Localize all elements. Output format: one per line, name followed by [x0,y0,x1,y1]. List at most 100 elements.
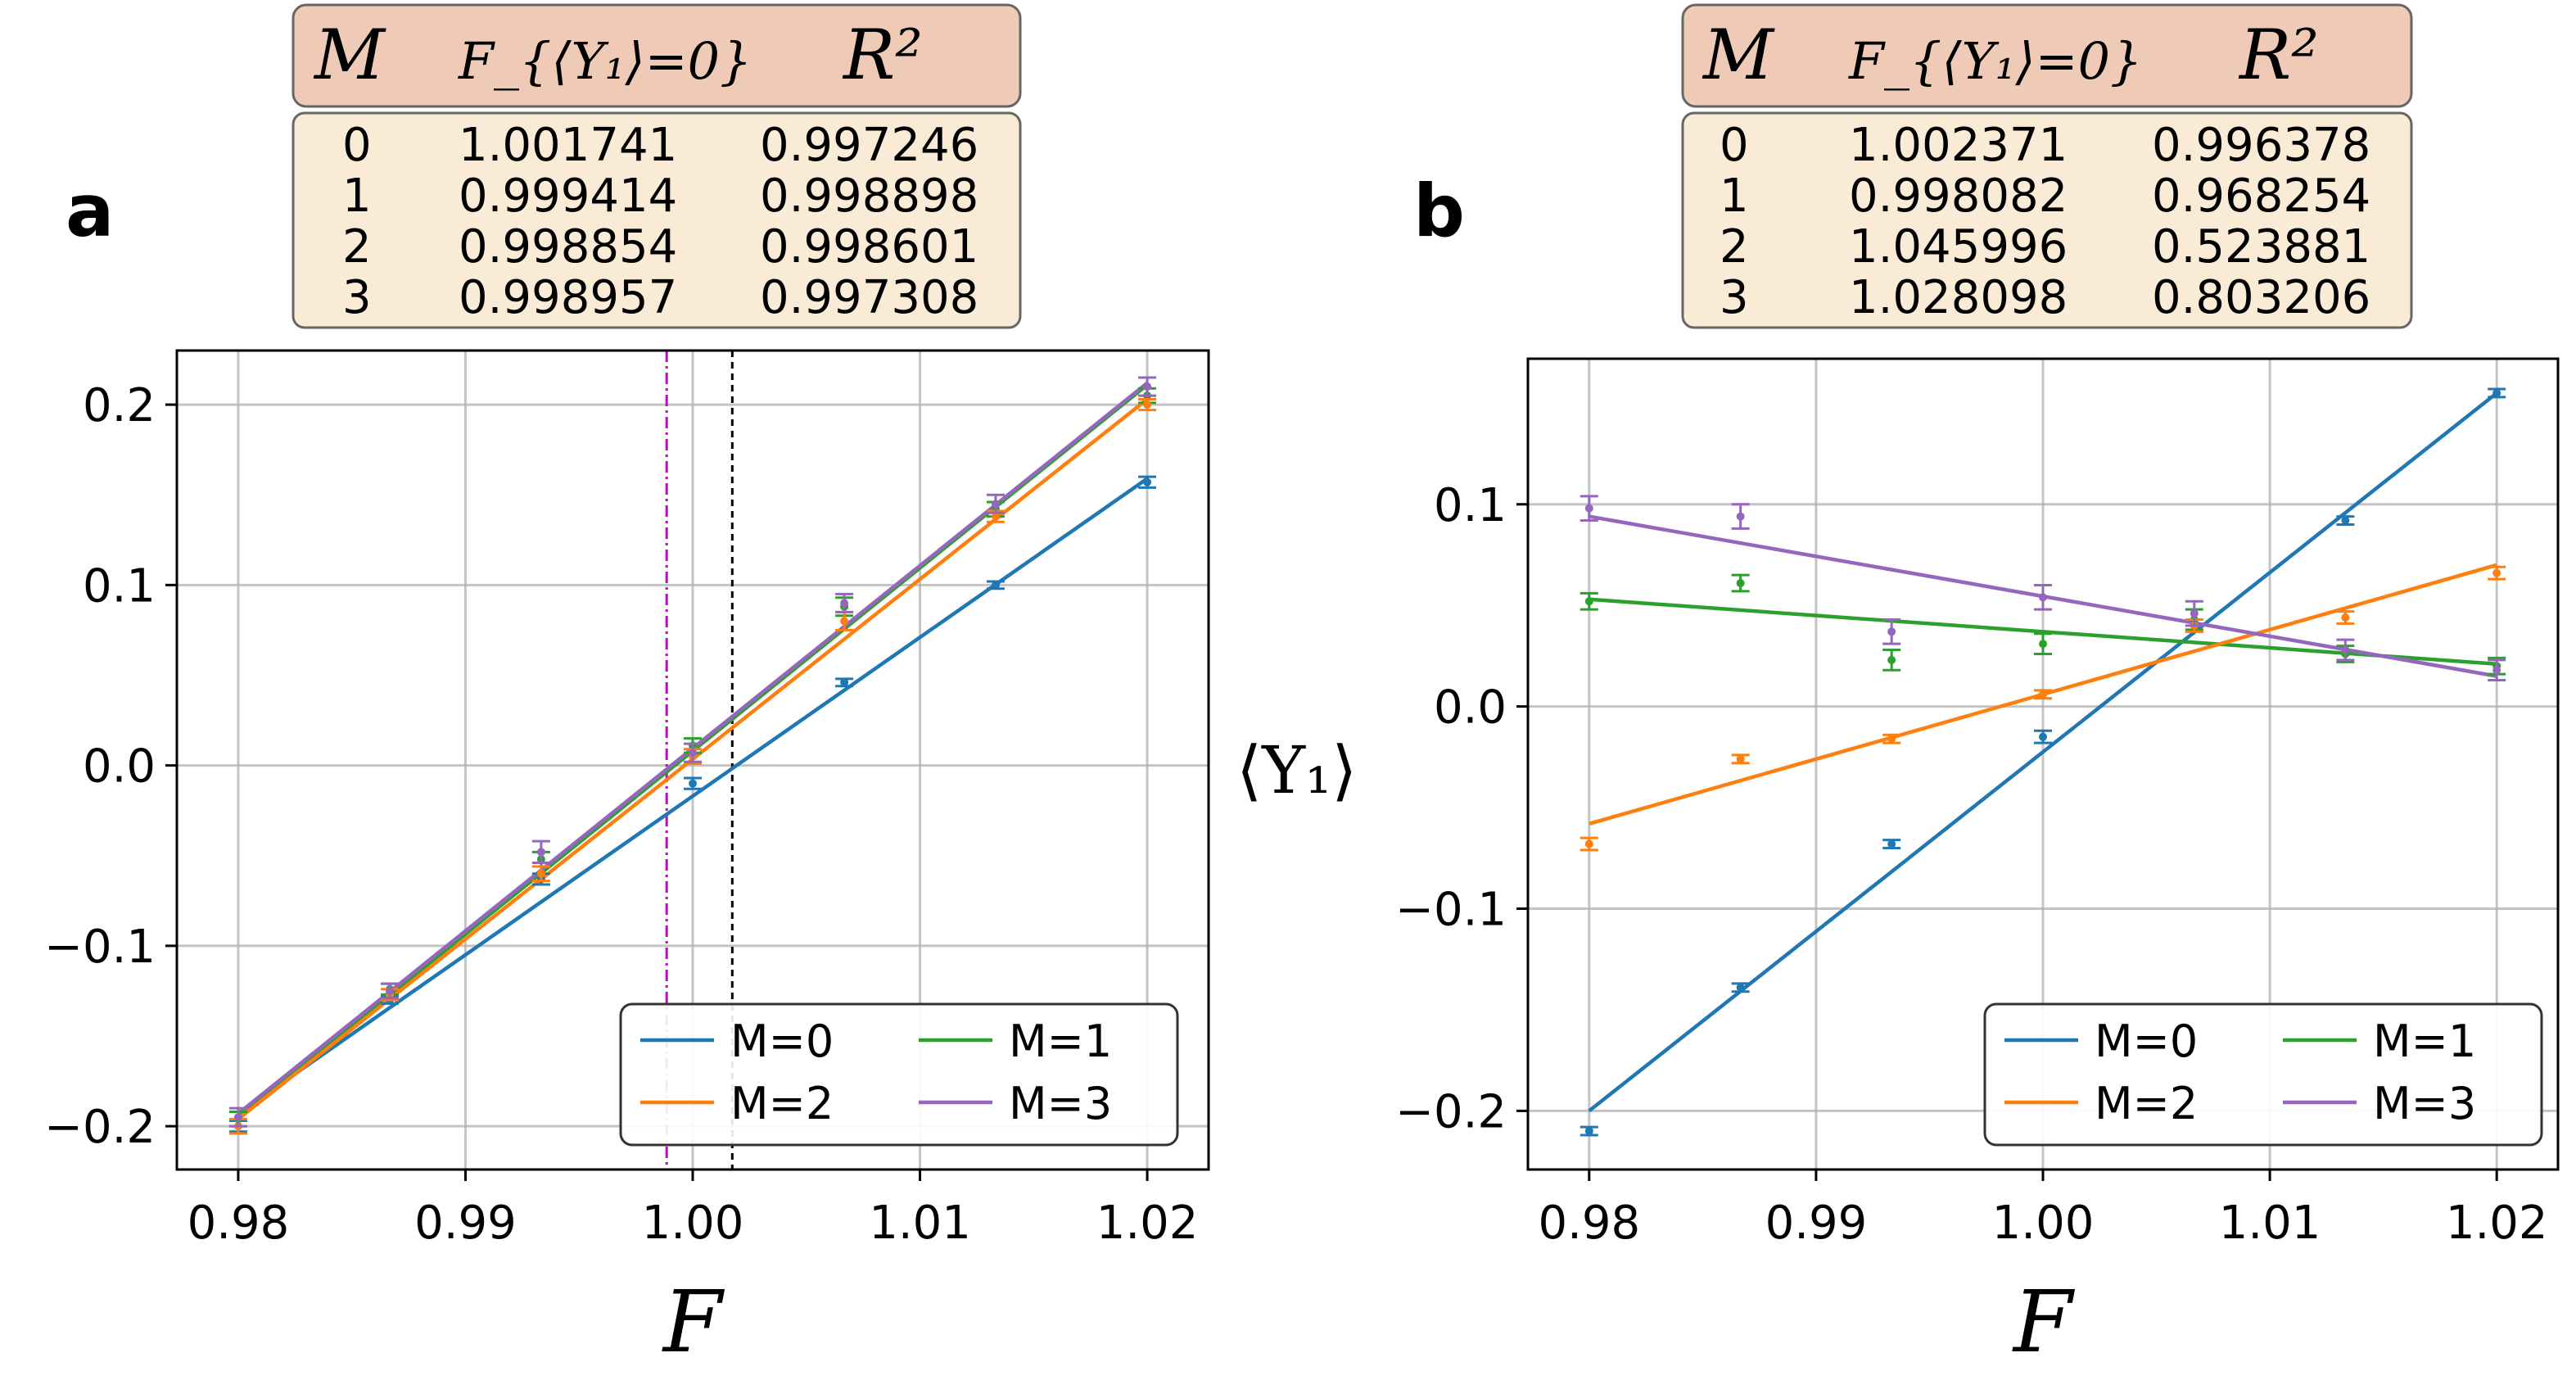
data-point [2034,729,2052,744]
data-point [1579,1125,1598,1137]
legend-item: M=1 [2283,1016,2476,1067]
data-point [1882,649,1901,672]
marker [2492,666,2501,675]
table-rows: 0 1.002371 0.996378 1 0.998082 0.968254 2 1.045… [1720,119,2370,324]
legend-item: M=1 [919,1016,1112,1067]
data-point [531,839,550,865]
marker [2039,593,2047,602]
marker [1143,382,1152,391]
data-point [1138,376,1157,397]
marker [1887,627,1896,636]
marker [1584,839,1593,848]
data-point [1579,836,1598,852]
marker [1736,512,1745,521]
data-point [1731,503,1750,530]
legend-item: M=3 [919,1078,1112,1129]
table-header-r2: R² [842,15,923,95]
table-cell: 3 [1720,271,1749,324]
marker [2492,388,2501,397]
y-tick-label: −0.2 [1395,1085,1507,1138]
legend-item: M=0 [2004,1016,2198,1067]
table-rows: 0 1.001741 0.997246 1 0.999414 0.998898 2 0.998… [342,119,978,324]
table-header-m: M [1702,15,1775,95]
marker [689,779,697,788]
legend-label: M=3 [1009,1078,1112,1129]
marker [1887,655,1896,664]
plot-area-b: 0.98 0.99 1.00 1.01 1.02−0.2−0.10.00.1FM=0 M=… [1395,357,2560,1372]
table-cell: 1.002371 [1849,119,2068,172]
table-header-box [1681,3,2413,108]
legend-label: M=2 [730,1078,834,1129]
data-point [1579,591,1598,611]
legend: M=0 M=1 M=2 M=3 [1983,1002,2543,1147]
data-point [2034,584,2052,611]
table-cell: 1.028098 [1849,271,2068,324]
data-point [2488,658,2506,682]
panel-b: M F_{⟨Y₁⟩=0} R² 0 1.002371 0.996378 1 0.9980… [1236,3,2560,1372]
marker [1736,983,1745,992]
table-header-f: F_{⟨Y₁⟩=0} [458,31,752,91]
table-cell: 1 [342,170,372,223]
marker [2492,568,2501,577]
data-point [1138,475,1157,489]
fit-table-a: M F_{⟨Y₁⟩=0} R² 0 1.001741 0.997246 1 0.9994… [291,3,1022,329]
table-cell: 0.997308 [760,271,978,324]
marker [386,986,395,995]
data-point [1882,618,1901,645]
legend: M=0 M=1 M=2 M=3 [619,1002,1179,1147]
legend-label: M=0 [730,1016,834,1067]
marker [1143,400,1152,409]
legend-label: M=2 [2095,1078,2198,1129]
legend-item: M=3 [2283,1078,2476,1129]
data-point [2034,689,2052,700]
marker [1887,735,1896,744]
table-cell: 3 [342,271,372,324]
marker [1887,839,1896,848]
data-point [2034,632,2052,655]
x-tick-label: 1.00 [1992,1197,2095,1250]
data-point [684,776,702,790]
x-tick-label: 1.01 [2219,1197,2321,1250]
data-point [1882,733,1901,744]
marker [840,599,849,608]
table-cell: 0.523881 [2152,220,2370,274]
x-tick-label: 1.02 [2446,1197,2548,1250]
x-tick-label: 0.98 [188,1197,290,1250]
marker [2341,516,2350,525]
marker [1736,579,1745,588]
marker [536,848,545,857]
table-cell: 0.998854 [459,220,677,274]
legend-label: M=1 [1009,1016,1112,1067]
marker [991,581,1000,590]
table-cell: 0.803206 [2152,271,2370,324]
data-point [986,580,1005,590]
legend-label: M=0 [2095,1016,2198,1067]
data-point [381,982,400,1000]
table-cell: 0.968254 [2152,170,2370,223]
x-tick-label: 1.02 [1096,1197,1199,1250]
y-tick-label: 0.0 [83,740,156,794]
x-tick-label: 0.99 [414,1197,517,1250]
legend-label: M=1 [2373,1016,2476,1067]
y-tick-label: 0.0 [1434,681,1507,735]
y-tick-label: 0.1 [83,559,156,613]
table-cell: 0.998898 [760,170,978,223]
marker [2039,640,2047,649]
panel-label-b: b [1413,169,1465,253]
y-tick-label: −0.1 [44,921,156,974]
y-tick-label: −0.1 [1395,884,1507,937]
marker [1584,597,1593,606]
table-cell: 1.001741 [459,119,677,172]
marker [2190,609,2199,618]
data-point [2488,387,2506,399]
table-cell: 0.996378 [2152,119,2370,172]
data-point [2185,599,2203,627]
table-body-box [1681,111,2413,329]
table-cell: 0.998957 [459,271,677,324]
table-body-box [291,111,1022,329]
marker [2341,613,2350,622]
legend-label: M=3 [2373,1078,2476,1129]
data-point [1579,495,1598,523]
legend-box [619,1002,1179,1147]
table-cell: 1.045996 [1849,220,2068,274]
